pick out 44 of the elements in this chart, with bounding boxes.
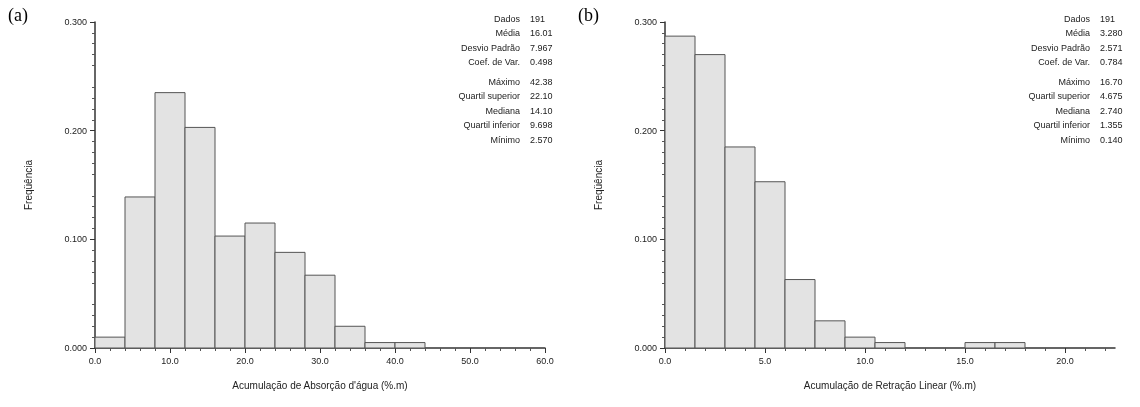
annotation: Desvio Padrão 7.967 [460,42,553,53]
x-tick-label: 10.0 [161,355,179,366]
annotation: Dados 191 [493,13,546,24]
annotation: Quartil superior 22.10 [458,91,553,101]
x-tick-label: 50.0 [461,355,479,366]
annotation: Coef. de Var. 0.784 [1038,57,1123,67]
annotation: Média 16.01 [495,28,553,38]
annotation: Mediana 14.10 [485,105,553,116]
y-axis-title: Freqüência [22,159,34,211]
x-tick-label: 40.0 [386,355,404,366]
annotation: Máximo 42.38 [488,76,553,87]
annotation: Mínimo 0.140 [1060,134,1123,145]
y-tick-label: 0.200 [64,125,87,136]
y-tick-label: 0.100 [64,234,87,245]
annotation: Dados 191 [1063,13,1116,24]
annotation: Mediana 2.740 [1055,105,1123,116]
x-tick-label: 0.0 [658,355,672,366]
y-tick-label: 0.000 [64,343,87,353]
y-tick-label: 0.000 [634,343,657,353]
annotation: Quartil inferior 9.698 [463,120,553,130]
x-tick-label: 10.0 [856,355,874,366]
text: (b) [578,5,599,26]
x-tick-label: 5.0 [758,355,772,366]
x-tick-label: 60.0 [536,355,554,366]
annotation: Mínimo 2.570 [490,134,553,145]
y-tick-label: 0.100 [634,234,657,245]
annotation: Média 3.280 [1065,28,1123,38]
x-tick-label: 30.0 [311,355,329,366]
y-axis-title: Freqüência [592,159,604,211]
x-tick-label: 15.0 [956,355,974,366]
annotation: Máximo 16.70 [1058,76,1123,87]
y-tick-label: 0.300 [634,17,657,27]
annotation: Desvio Padrão 2.571 [1030,42,1123,53]
y-tick-label: 0.300 [64,17,87,27]
annotation: Coef. de Var. 0.498 [468,57,553,67]
annotation: Quartil inferior 1.355 [1033,120,1123,130]
x-axis-title: Acumulação de Retração Linear (%.m) [803,379,977,391]
annotation: Quartil superior 4.675 [1028,91,1123,101]
y-tick-label: 0.200 [634,125,657,136]
x-tick-label: 20.0 [236,355,254,366]
x-tick-label: 20.0 [1056,355,1074,366]
x-axis-title: Acumulação de Absorção d'água (%.m) [232,379,408,391]
text: (a) [8,5,28,26]
x-tick-label: 0.0 [88,355,102,366]
